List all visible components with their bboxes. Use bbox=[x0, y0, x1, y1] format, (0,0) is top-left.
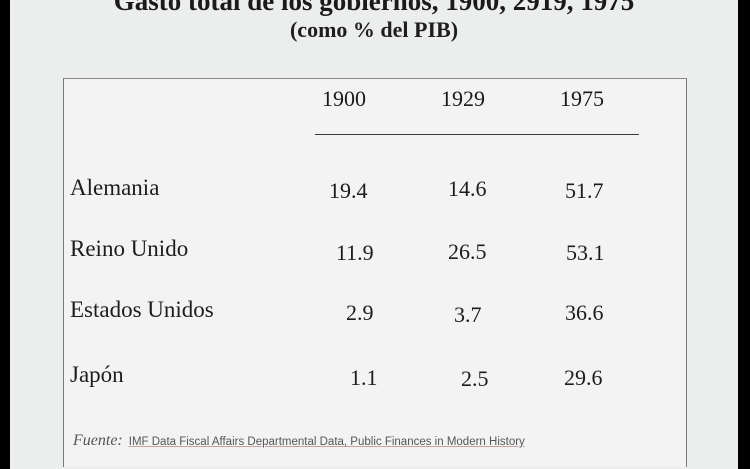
column-header-1929: 1929 bbox=[441, 86, 485, 111]
cell-estados-unidos-1900: 2.9 bbox=[346, 300, 374, 325]
header-divider bbox=[315, 134, 639, 135]
column-header-1900: 1900 bbox=[322, 86, 366, 111]
cell-alemania-1900: 19.4 bbox=[329, 178, 368, 203]
cell-reino-unido-1929: 26.5 bbox=[448, 239, 487, 264]
slide-subtitle: (como % del PIB) bbox=[289, 17, 459, 42]
row-label-alemania: Alemania bbox=[70, 175, 160, 200]
cell-japon-1975: 29.6 bbox=[564, 365, 603, 390]
cell-alemania-1975: 51.7 bbox=[565, 178, 604, 203]
cell-japon-1929: 2.5 bbox=[461, 366, 489, 391]
row-label-reino-unido: Reino Unido bbox=[70, 236, 189, 261]
table-panel bbox=[63, 78, 687, 467]
cell-estados-unidos-1975: 36.6 bbox=[565, 300, 604, 325]
source-note: Fuente: IMF Data Fiscal Affairs Departmen… bbox=[73, 430, 525, 450]
cell-reino-unido-1900: 11.9 bbox=[336, 240, 374, 265]
cell-reino-unido-1975: 53.1 bbox=[566, 240, 605, 265]
column-header-1975: 1975 bbox=[560, 86, 604, 111]
row-label-japon: Japón bbox=[70, 362, 124, 387]
source-label: Fuente: bbox=[73, 432, 123, 449]
source-text: IMF Data Fiscal Affairs Departmental Dat… bbox=[128, 436, 525, 448]
cell-estados-unidos-1929: 3.7 bbox=[454, 302, 482, 327]
slide: Gasto total de los gobiernos, 1900, 2919… bbox=[10, 0, 738, 469]
slide-title: Gasto total de los gobiernos, 1900, 2919… bbox=[113, 0, 635, 16]
cell-alemania-1929: 14.6 bbox=[448, 176, 487, 201]
row-label-estados-unidos: Estados Unidos bbox=[70, 297, 214, 322]
cell-japon-1900: 1.1 bbox=[350, 365, 378, 390]
